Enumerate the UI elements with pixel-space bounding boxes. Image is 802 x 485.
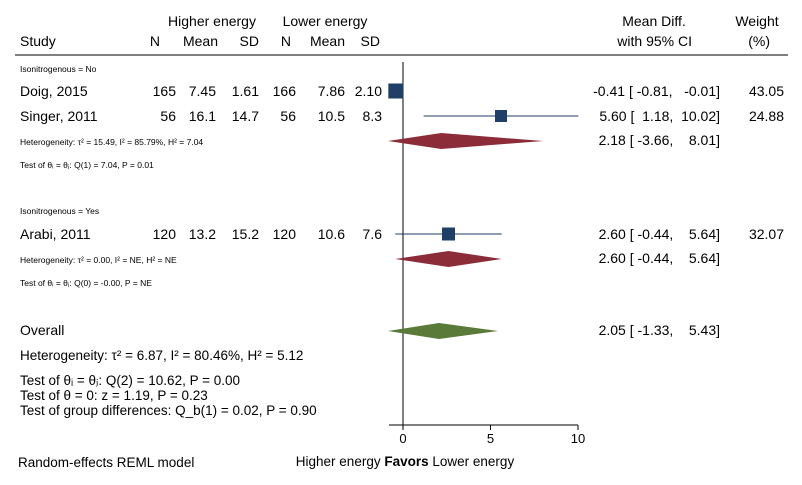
study-row-doig: Doig, 2015 165 7.45 1.61 166 7.86 2.10 -… [20, 83, 784, 99]
header-sd-lower: SD [361, 33, 380, 49]
subgroup-1-test: Test of θᵢ = θⱼ: Q(1) = 7.04, P = 0.01 [20, 160, 154, 170]
sd2-doig: 2.10 [355, 83, 382, 99]
mean1-singer: 16.1 [189, 108, 216, 124]
x-tick-label: 0 [399, 431, 406, 446]
study-name-singer: Singer, 2011 [20, 108, 98, 124]
x-tick-label: 5 [487, 431, 494, 446]
ci-arabi: 2.60 [ -0.44, 5.64] [599, 226, 720, 242]
subgroup-1-diamond [388, 133, 544, 149]
study-row-singer: Singer, 2011 56 16.1 14.7 56 10.5 8.3 5.… [20, 108, 784, 124]
header-n-lower: N [281, 33, 291, 49]
header-ci: with 95% CI [616, 33, 692, 49]
subgroup-2-diamond [395, 251, 502, 267]
ci-singer: 5.60 [ 1.18, 10.02] [599, 108, 720, 124]
mean1-doig: 7.45 [189, 83, 216, 99]
weight-arabi: 32.07 [749, 226, 784, 242]
study-marker-singer [495, 110, 507, 122]
overall-heterogeneity: Heterogeneity: τ² = 6.87, I² = 80.46%, H… [20, 348, 303, 363]
header-weight-unit: (%) [748, 33, 770, 49]
subgroup-2-pooled-ci: 2.60 [ -0.44, 5.64] [599, 250, 720, 266]
subgroup-1-pooled-ci: 2.18 [ -3.66, 8.01] [599, 132, 720, 148]
overall-test-zero: Test of θ = 0: z = 1.19, P = 0.23 [20, 388, 208, 403]
weight-singer: 24.88 [749, 108, 784, 124]
subgroup-1-heterogeneity: Heterogeneity: τ² = 15.49, I² = 85.79%, … [20, 137, 203, 147]
plot-marks [388, 83, 579, 339]
header-weight: Weight [735, 13, 778, 29]
header-mean-higher: Mean [183, 33, 218, 49]
study-marker-doig [388, 83, 404, 99]
n1-doig: 165 [153, 83, 177, 99]
header-group-lower: Lower energy [283, 13, 368, 29]
header-n-higher: N [150, 33, 160, 49]
mean2-singer: 10.5 [318, 108, 345, 124]
favors-right: Lower energy [432, 454, 514, 469]
sd1-singer: 14.7 [232, 108, 259, 124]
header-mean-diff: Mean Diff. [622, 13, 686, 29]
n2-arabi: 120 [273, 226, 297, 242]
header-sd-higher: SD [240, 33, 259, 49]
header-study: Study [20, 33, 56, 49]
favors-label: Higher energy Favors Lower energy [296, 454, 515, 469]
study-name-doig: Doig, 2015 [20, 83, 88, 99]
header-mean-lower: Mean [310, 33, 345, 49]
model-note: Random-effects REML model [18, 455, 194, 470]
ci-doig: -0.41 [ -0.81, -0.01] [593, 83, 720, 99]
mean2-arabi: 10.6 [318, 226, 345, 242]
weight-doig: 43.05 [749, 83, 784, 99]
sd2-arabi: 7.6 [363, 226, 383, 242]
favors-left: Higher energy [296, 454, 381, 469]
study-name-arabi: Arabi, 2011 [20, 226, 91, 242]
overall-test-groups: Test of group differences: Q_b(1) = 0.02… [20, 403, 317, 418]
header-group-higher: Higher energy [168, 13, 256, 29]
mean1-arabi: 13.2 [189, 226, 216, 242]
sd1-doig: 1.61 [232, 83, 259, 99]
n2-doig: 166 [273, 83, 297, 99]
subgroup-1-label: Isonitrogenous = No [20, 64, 97, 74]
n1-singer: 56 [160, 108, 176, 124]
subgroup-2-test: Test of θᵢ = θⱼ: Q(0) = -0.00, P = NE [20, 278, 152, 288]
mean2-doig: 7.86 [318, 83, 345, 99]
x-axis-ticks: 0 5 10 [399, 425, 585, 446]
overall-test-homogeneity: Test of θᵢ = θⱼ: Q(2) = 10.62, P = 0.00 [20, 373, 240, 388]
overall-label: Overall [20, 322, 64, 338]
overall-ci: 2.05 [ -1.33, 5.43] [599, 322, 720, 338]
study-row-arabi: Arabi, 2011 120 13.2 15.2 120 10.6 7.6 2… [20, 226, 784, 242]
study-marker-arabi [442, 227, 455, 241]
sd1-arabi: 15.2 [232, 226, 259, 242]
subgroup-2-heterogeneity: Heterogeneity: τ² = 0.00, I² = NE, H² = … [20, 255, 177, 265]
n2-singer: 56 [280, 108, 296, 124]
n1-arabi: 120 [153, 226, 177, 242]
favors-word: Favors [384, 454, 428, 469]
x-tick-label: 10 [571, 431, 585, 446]
sd2-singer: 8.3 [363, 108, 383, 124]
subgroup-2-label: Isonitrogenous = Yes [20, 206, 99, 216]
overall-diamond [388, 323, 499, 339]
